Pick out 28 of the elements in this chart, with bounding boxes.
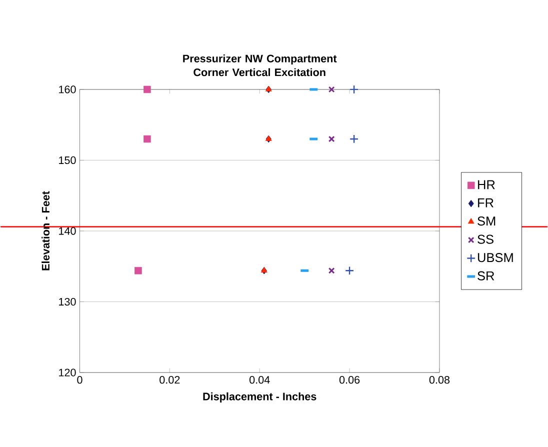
x-tick-label: 0.02 <box>160 376 180 384</box>
point <box>328 86 335 93</box>
point <box>328 136 335 142</box>
x-tick-label: 0 <box>77 376 82 384</box>
point <box>345 266 354 276</box>
x-axis-title: Displacement - Inches <box>203 392 316 402</box>
y-tick-label: 120 <box>59 368 76 376</box>
legend-label: SR <box>478 271 494 280</box>
legend-label: HR <box>478 180 495 189</box>
y-tick-label: 150 <box>59 156 76 164</box>
point <box>144 135 151 143</box>
y-tick-label: 130 <box>59 298 76 306</box>
x-tick-label: 0.08 <box>429 376 450 384</box>
x-tick-label: 0.04 <box>250 376 270 384</box>
point <box>144 86 151 93</box>
legend-label: FR <box>478 198 494 208</box>
point <box>328 267 335 274</box>
x-tick-label: 0.06 <box>339 376 360 384</box>
legend-label: SM <box>478 216 496 226</box>
point <box>350 134 359 144</box>
y-axis-title: Elevation - Feet <box>42 191 50 270</box>
chart-title: Pressurizer NW Compartment Corner Vertical Excitation <box>183 54 337 76</box>
point <box>134 266 142 274</box>
y-tick-label: 160 <box>59 86 76 94</box>
point <box>350 84 359 94</box>
legend-label: SS <box>478 234 494 244</box>
y-tick-label: 140 <box>59 227 76 235</box>
legend-label: UBSM <box>478 252 513 262</box>
